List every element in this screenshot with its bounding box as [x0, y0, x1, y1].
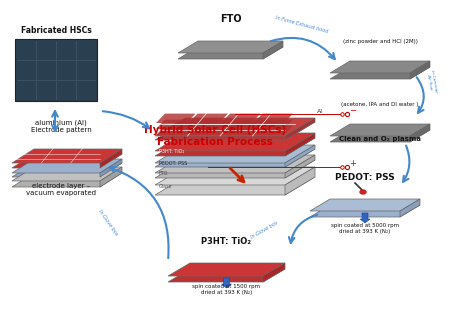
Bar: [36, 81, 55, 100]
Polygon shape: [100, 149, 122, 168]
Polygon shape: [330, 130, 430, 142]
Polygon shape: [263, 41, 283, 59]
Polygon shape: [100, 167, 122, 187]
Text: FTO: FTO: [159, 171, 168, 176]
Text: PEDOT: PSS: PEDOT: PSS: [159, 161, 187, 166]
Polygon shape: [155, 155, 315, 173]
Bar: [15, 39, 97, 101]
Polygon shape: [410, 124, 430, 142]
Text: In Laminar
Air flow: In Laminar Air flow: [426, 70, 438, 94]
FancyArrow shape: [221, 278, 231, 288]
Polygon shape: [12, 159, 122, 173]
Bar: [78, 81, 96, 100]
Polygon shape: [285, 145, 315, 167]
Polygon shape: [254, 120, 293, 129]
Text: (zinc powder and HCl (2M)): (zinc powder and HCl (2M)): [343, 39, 418, 44]
Polygon shape: [12, 163, 122, 177]
Text: −: −: [349, 106, 356, 115]
Bar: [16, 81, 35, 100]
Polygon shape: [12, 167, 122, 181]
Polygon shape: [168, 269, 285, 282]
Polygon shape: [330, 124, 430, 136]
Bar: [78, 40, 96, 59]
Polygon shape: [155, 138, 315, 156]
FancyArrow shape: [360, 213, 370, 223]
Polygon shape: [410, 61, 430, 79]
Polygon shape: [285, 167, 315, 195]
Text: Hybrid Solar Cell (HSCs)
Fabrication Process: Hybrid Solar Cell (HSCs) Fabrication Pro…: [144, 125, 286, 147]
Text: Al: Al: [317, 109, 323, 114]
Bar: [36, 40, 55, 59]
Text: In Glove box: In Glove box: [97, 209, 119, 237]
Bar: [16, 40, 35, 59]
Text: (acetone, IPA and DI water ): (acetone, IPA and DI water ): [341, 102, 419, 107]
Polygon shape: [285, 118, 315, 140]
Text: Clean and O₂ plasma: Clean and O₂ plasma: [339, 136, 421, 142]
Polygon shape: [263, 263, 285, 282]
Polygon shape: [168, 263, 285, 276]
Text: FTO: FTO: [219, 14, 241, 24]
Bar: [57, 81, 75, 100]
Text: In Fume Exhaust hood: In Fume Exhaust hood: [275, 15, 329, 34]
Polygon shape: [285, 155, 315, 178]
Polygon shape: [155, 122, 315, 140]
Polygon shape: [310, 205, 420, 217]
Polygon shape: [189, 126, 228, 135]
Polygon shape: [221, 126, 261, 135]
Text: aluminium (Al)
Electrode pattern: aluminium (Al) Electrode pattern: [31, 119, 91, 133]
Text: P3HT: TiO₂: P3HT: TiO₂: [159, 149, 184, 154]
Polygon shape: [156, 120, 195, 129]
Polygon shape: [155, 118, 315, 136]
Polygon shape: [12, 173, 122, 187]
Polygon shape: [12, 149, 122, 163]
Polygon shape: [155, 177, 315, 195]
Polygon shape: [254, 126, 293, 135]
Polygon shape: [221, 120, 261, 129]
Ellipse shape: [360, 190, 366, 194]
Polygon shape: [155, 167, 315, 185]
Bar: [16, 61, 35, 79]
Polygon shape: [310, 199, 420, 211]
Polygon shape: [155, 133, 315, 151]
Bar: [57, 61, 75, 79]
Polygon shape: [155, 160, 315, 178]
Text: Fabricated HSCs: Fabricated HSCs: [21, 26, 91, 35]
Bar: [36, 61, 55, 79]
Polygon shape: [330, 67, 430, 79]
Text: +: +: [349, 159, 356, 168]
Polygon shape: [285, 133, 315, 156]
Polygon shape: [254, 114, 293, 123]
Polygon shape: [189, 120, 228, 129]
Polygon shape: [330, 61, 430, 73]
Polygon shape: [221, 114, 261, 123]
Polygon shape: [156, 114, 195, 123]
Polygon shape: [156, 126, 195, 135]
Polygon shape: [178, 47, 283, 59]
Text: spin coated at 5000 rpm
dried at 393 K (N₂): spin coated at 5000 rpm dried at 393 K (…: [331, 223, 399, 234]
Bar: [78, 61, 96, 79]
Text: In Glove box: In Glove box: [250, 220, 280, 240]
Text: PEDOT: PSS: PEDOT: PSS: [335, 173, 395, 182]
Bar: [57, 40, 75, 59]
Polygon shape: [400, 199, 420, 217]
Text: spin coated at 1500 rpm
dried at 393 K (N₂): spin coated at 1500 rpm dried at 393 K (…: [192, 284, 261, 295]
Polygon shape: [155, 145, 315, 163]
Polygon shape: [189, 114, 228, 123]
Text: P3HT: TiO₂: P3HT: TiO₂: [201, 237, 252, 246]
Polygon shape: [178, 41, 283, 53]
Polygon shape: [12, 154, 122, 168]
Polygon shape: [100, 159, 122, 177]
Text: electrode layer –
vacuum evaporated: electrode layer – vacuum evaporated: [26, 183, 96, 196]
Text: Glass: Glass: [159, 184, 172, 189]
Polygon shape: [155, 149, 315, 167]
